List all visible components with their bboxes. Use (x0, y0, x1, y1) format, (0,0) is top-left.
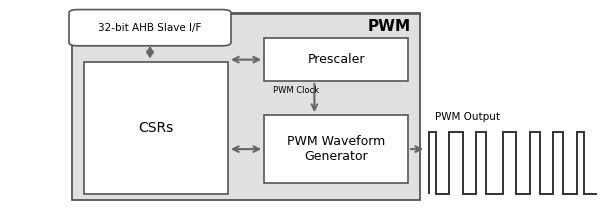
Text: 32-bit AHB Slave I/F: 32-bit AHB Slave I/F (98, 23, 202, 33)
FancyBboxPatch shape (264, 38, 408, 81)
FancyBboxPatch shape (264, 115, 408, 183)
Text: PWM Clock: PWM Clock (273, 86, 319, 95)
Text: CSRs: CSRs (139, 121, 173, 135)
FancyBboxPatch shape (84, 62, 228, 194)
FancyBboxPatch shape (69, 10, 231, 46)
Text: Prescaler: Prescaler (307, 53, 365, 66)
Text: PWM Output: PWM Output (435, 112, 500, 122)
Text: PWM: PWM (368, 19, 411, 34)
Text: PWM Waveform
Generator: PWM Waveform Generator (287, 135, 385, 163)
FancyBboxPatch shape (72, 13, 420, 200)
